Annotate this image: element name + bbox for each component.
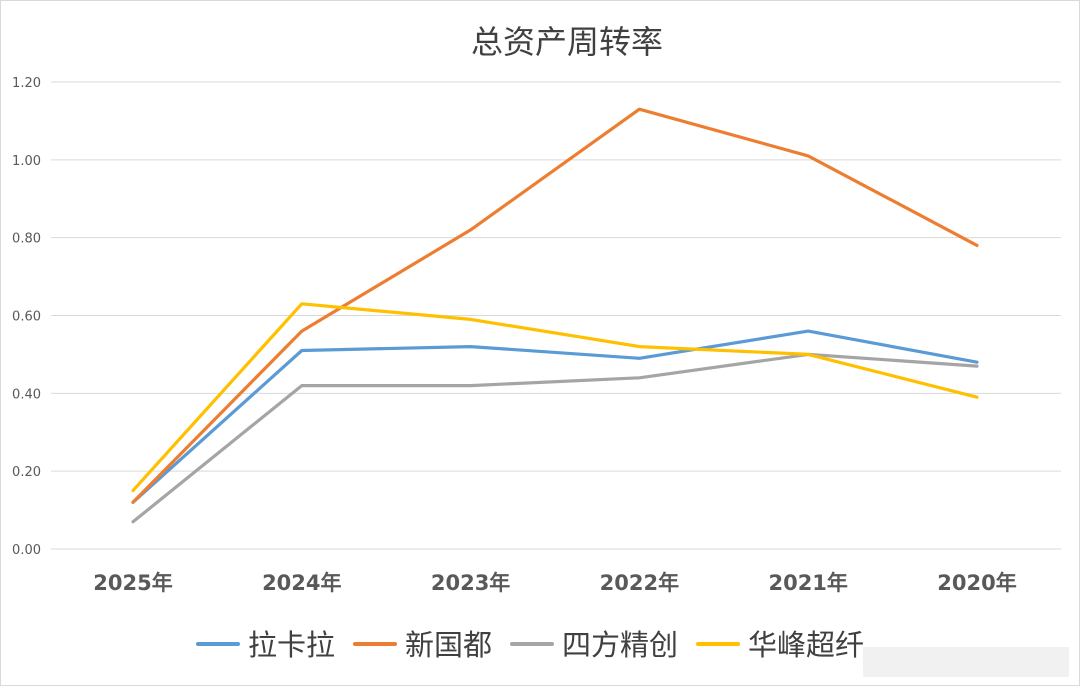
chart-title: 总资产周转率 xyxy=(471,23,663,61)
x-tick-label: 2022年 xyxy=(600,571,679,595)
legend-label: 四方精创 xyxy=(562,628,678,662)
legend-label: 拉卡拉 xyxy=(248,628,335,662)
x-tick-label: 2023年 xyxy=(431,571,510,595)
y-tick-label: 0.20 xyxy=(12,465,41,480)
x-tick-label: 2025年 xyxy=(93,571,172,595)
series-line-3 xyxy=(131,302,979,493)
y-tick-label: 0.60 xyxy=(12,310,41,325)
x-tick-label: 2021年 xyxy=(768,571,847,595)
y-axis-ticks: 0.00 0.20 0.40 0.60 0.80 1.00 1.20 xyxy=(12,76,41,558)
y-tick-label: 0.00 xyxy=(12,543,41,558)
x-axis-ticks: 2025年 2024年 2023年 2022年 2021年 2020年 xyxy=(93,571,1016,595)
legend-label: 华峰超纤 xyxy=(748,628,864,662)
y-tick-label: 1.00 xyxy=(12,154,41,169)
series-line-1 xyxy=(131,107,979,504)
legend: 拉卡拉 新国都 四方精创 华峰超纤 xyxy=(196,628,864,662)
legend-label: 新国都 xyxy=(405,628,492,662)
x-tick-label: 2020年 xyxy=(937,571,1016,595)
y-tick-label: 0.80 xyxy=(12,232,41,247)
watermark-overlay xyxy=(863,647,1069,677)
y-tick-label: 0.40 xyxy=(12,387,41,402)
gridlines xyxy=(51,81,1061,550)
series-lines xyxy=(131,107,979,524)
series-line-0 xyxy=(131,329,979,504)
y-tick-label: 1.20 xyxy=(12,76,41,91)
x-tick-label: 2024年 xyxy=(262,571,341,595)
series-line-2 xyxy=(131,352,979,524)
